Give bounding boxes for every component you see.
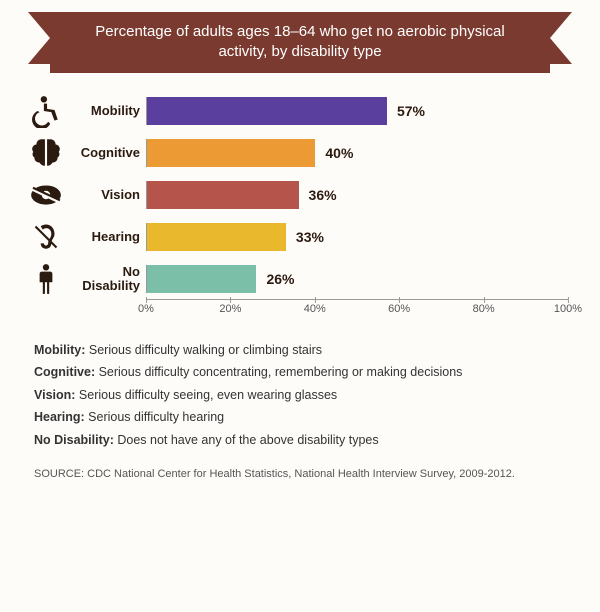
definition-desc: Serious difficulty hearing xyxy=(85,410,224,424)
chart-row: Hearing 33% xyxy=(22,217,568,257)
bar-label: Mobility xyxy=(70,104,146,118)
bar-track: 57% xyxy=(146,97,568,125)
bar-fill xyxy=(147,97,387,125)
bar-track: 33% xyxy=(146,223,568,251)
definition-item: Cognitive: Serious difficulty concentrat… xyxy=(34,365,566,381)
definition-term: Mobility: xyxy=(34,343,85,357)
definition-term: Cognitive: xyxy=(34,365,95,379)
axis-tick: 40% xyxy=(304,303,326,315)
chart-row: No Disability 26% xyxy=(22,259,568,299)
bar-fill xyxy=(147,181,299,209)
definition-term: Vision: xyxy=(34,388,75,402)
axis-tick: 20% xyxy=(219,303,241,315)
definition-item: Hearing: Serious difficulty hearing xyxy=(34,410,566,426)
eye-slash-icon xyxy=(22,178,70,212)
bar-fill xyxy=(147,223,286,251)
brain-icon xyxy=(22,136,70,170)
axis-tick: 0% xyxy=(138,303,154,315)
chart-row: Vision 36% xyxy=(22,175,568,215)
axis-tick: 80% xyxy=(473,303,495,315)
person-icon xyxy=(22,262,70,296)
title-banner: Percentage of adults ages 18–64 who get … xyxy=(50,12,550,73)
definition-item: Mobility: Serious difficulty walking or … xyxy=(34,343,566,359)
definitions-block: Mobility: Serious difficulty walking or … xyxy=(0,329,600,462)
definition-term: No Disability: xyxy=(34,433,114,447)
bar-label: No Disability xyxy=(70,265,146,292)
bar-label: Cognitive xyxy=(70,146,146,160)
bar-chart: Mobility 57% Cognitive 40% Vision 36% Hearing 3… xyxy=(0,91,600,329)
bar-label: Vision xyxy=(70,188,146,202)
bar-value: 57% xyxy=(397,103,425,119)
bar-fill xyxy=(147,265,256,293)
definition-item: Vision: Serious difficulty seeing, even … xyxy=(34,388,566,404)
chart-title: Percentage of adults ages 18–64 who get … xyxy=(50,12,550,73)
bar-track: 26% xyxy=(146,265,568,293)
axis-tick: 60% xyxy=(388,303,410,315)
chart-row: Cognitive 40% xyxy=(22,133,568,173)
bar-value: 26% xyxy=(266,271,294,287)
wheelchair-icon xyxy=(22,94,70,128)
ear-slash-icon xyxy=(22,220,70,254)
bar-value: 40% xyxy=(325,145,353,161)
definition-desc: Serious difficulty walking or climbing s… xyxy=(85,343,322,357)
bar-value: 33% xyxy=(296,229,324,245)
bar-fill xyxy=(147,139,315,167)
bar-track: 36% xyxy=(146,181,568,209)
bar-track: 40% xyxy=(146,139,568,167)
source-line: SOURCE: CDC National Center for Health S… xyxy=(0,462,600,480)
definition-desc: Does not have any of the above disabilit… xyxy=(114,433,379,447)
definition-desc: Serious difficulty seeing, even wearing … xyxy=(75,388,337,402)
definition-item: No Disability: Does not have any of the … xyxy=(34,433,566,449)
definition-term: Hearing: xyxy=(34,410,85,424)
bar-value: 36% xyxy=(309,187,337,203)
chart-row: Mobility 57% xyxy=(22,91,568,131)
x-axis: 0%20%40%60%80%100% xyxy=(22,301,568,329)
axis-tick: 100% xyxy=(554,303,582,315)
bar-label: Hearing xyxy=(70,230,146,244)
definition-desc: Serious difficulty concentrating, rememb… xyxy=(95,365,462,379)
